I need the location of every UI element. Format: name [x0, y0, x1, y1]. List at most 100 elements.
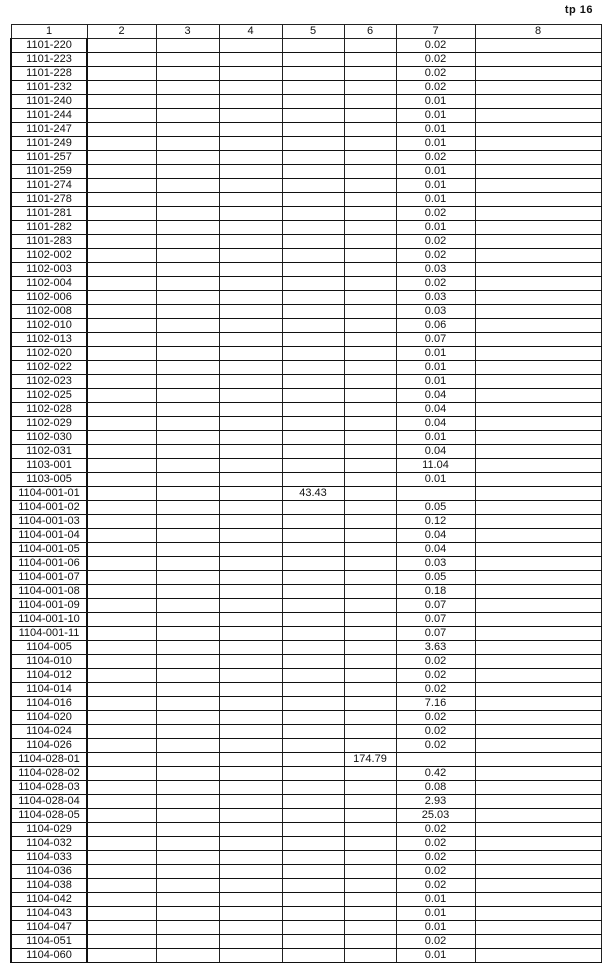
row-code-cell: 1101-220: [10, 38, 88, 53]
column-4-cell: [218, 164, 283, 179]
column-4-cell: [218, 584, 283, 599]
column-7-cell: 0.01: [395, 164, 476, 179]
column-7-cell: 0.02: [395, 248, 476, 263]
column-3-cell: [155, 360, 220, 375]
table-row: 1104-038 0.02: [10, 878, 602, 893]
column-5-cell: [281, 598, 345, 613]
column-6-cell: [343, 136, 397, 151]
column-5-cell: 43.43: [281, 486, 345, 501]
table-row: 1104-032 0.02: [10, 836, 602, 851]
column-8-cell: [474, 542, 602, 557]
column-4-cell: [218, 346, 283, 361]
column-8-cell: [474, 178, 602, 193]
column-2-cell: [86, 304, 157, 319]
column-5-cell: [281, 878, 345, 893]
column-5-cell: [281, 920, 345, 935]
table-row: 1101-282 0.01: [10, 220, 602, 235]
column-3-cell: [155, 472, 220, 487]
column-4-cell: [218, 668, 283, 683]
column-4-cell: [218, 570, 283, 585]
table-row: 1101-274 0.01: [10, 178, 602, 193]
column-7-cell: 0.07: [395, 598, 476, 613]
column-6-cell: [343, 38, 397, 53]
column-8-cell: [474, 388, 602, 403]
column-8-cell: [474, 164, 602, 179]
column-6-cell: [343, 626, 397, 641]
column-6-cell: [343, 346, 397, 361]
column-4-cell: [218, 948, 283, 963]
column-2-cell: [86, 934, 157, 949]
column-8-cell: [474, 780, 602, 795]
column-5-cell: [281, 164, 345, 179]
table-row: 1104-028-01 174.79: [10, 752, 602, 767]
column-6-cell: [343, 262, 397, 277]
column-6-cell: [343, 934, 397, 949]
column-8-cell: [474, 80, 602, 95]
row-code-cell: 1104-001-07: [10, 570, 88, 585]
column-4-cell: [218, 430, 283, 445]
column-6-cell: [343, 458, 397, 473]
column-8-cell: [474, 710, 602, 725]
column-3-cell: [155, 598, 220, 613]
column-header-6: 6: [343, 24, 397, 39]
table-row: 1103-001 11.04: [10, 458, 602, 473]
row-code-cell: 1104-001-10: [10, 612, 88, 627]
column-2-cell: [86, 122, 157, 137]
column-7-cell: 0.01: [395, 346, 476, 361]
table-row: 1104-001-05 0.04: [10, 542, 602, 557]
column-5-cell: [281, 850, 345, 865]
table-row: 1104-028-04 2.93: [10, 794, 602, 809]
column-2-cell: [86, 136, 157, 151]
column-4-cell: [218, 724, 283, 739]
row-code-cell: 1104-024: [10, 724, 88, 739]
column-4-cell: [218, 108, 283, 123]
column-5-cell: [281, 780, 345, 795]
column-2-cell: [86, 458, 157, 473]
column-3-cell: [155, 682, 220, 697]
column-2-cell: [86, 682, 157, 697]
column-5-cell: [281, 934, 345, 949]
column-3-cell: [155, 612, 220, 627]
column-8-cell: [474, 374, 602, 389]
column-8-cell: [474, 360, 602, 375]
column-8-cell: [474, 206, 602, 221]
table-row: 1101-257 0.02: [10, 150, 602, 165]
column-3-cell: [155, 52, 220, 67]
column-7-cell: 0.01: [395, 906, 476, 921]
column-6-cell: [343, 794, 397, 809]
row-code-cell: 1103-005: [10, 472, 88, 487]
column-3-cell: [155, 836, 220, 851]
column-4-cell: [218, 752, 283, 767]
column-6-cell: [343, 360, 397, 375]
column-8-cell: [474, 584, 602, 599]
row-code-cell: 1104-001-03: [10, 514, 88, 529]
table-row: 1101-240 0.01: [10, 94, 602, 109]
column-2-cell: [86, 892, 157, 907]
column-header-5: 5: [281, 24, 345, 39]
table-row: 1101-283 0.02: [10, 234, 602, 249]
column-6-cell: [343, 220, 397, 235]
row-code-cell: 1104-012: [10, 668, 88, 683]
column-2-cell: [86, 66, 157, 81]
column-3-cell: [155, 332, 220, 347]
row-code-cell: 1104-028-02: [10, 766, 88, 781]
row-code-cell: 1104-005: [10, 640, 88, 655]
column-4-cell: [218, 220, 283, 235]
column-6-cell: [343, 402, 397, 417]
column-5-cell: [281, 276, 345, 291]
table-row: 1104-024 0.02: [10, 724, 602, 739]
column-6-cell: [343, 710, 397, 725]
column-7-cell: 2.93: [395, 794, 476, 809]
column-8-cell: [474, 892, 602, 907]
column-3-cell: [155, 822, 220, 837]
table-row: 1102-008 0.03: [10, 304, 602, 319]
column-6-cell: [343, 668, 397, 683]
column-4-cell: [218, 290, 283, 305]
row-code-cell: 1101-244: [10, 108, 88, 123]
column-7-cell: 0.01: [395, 220, 476, 235]
column-2-cell: [86, 80, 157, 95]
column-4-cell: [218, 528, 283, 543]
column-3-cell: [155, 122, 220, 137]
column-5-cell: [281, 738, 345, 753]
column-4-cell: [218, 80, 283, 95]
